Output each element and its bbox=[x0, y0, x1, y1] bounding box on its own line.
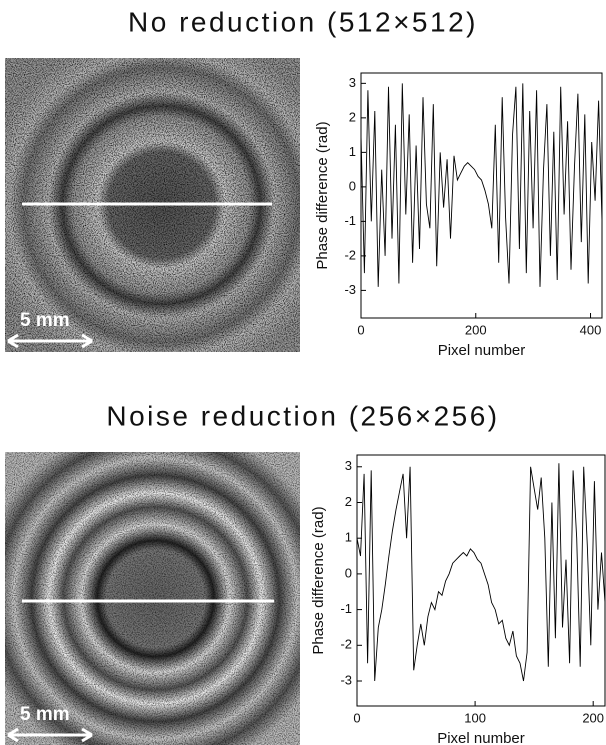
x-axis-label: Pixel number bbox=[438, 342, 526, 359]
y-tick-label: -3 bbox=[340, 672, 352, 687]
y-tick-label: 0 bbox=[349, 178, 356, 193]
y-tick-label: -1 bbox=[340, 601, 352, 616]
x-axis-label: Pixel number bbox=[437, 730, 525, 745]
plot-frame bbox=[360, 72, 603, 319]
phase-image: 5 mm bbox=[5, 58, 300, 352]
image-noise bbox=[5, 452, 300, 745]
scale-arrow bbox=[7, 333, 93, 349]
y-tick-label: -1 bbox=[344, 213, 356, 228]
y-tick-label: -3 bbox=[344, 282, 356, 297]
chart-title: No reduction (512×512) bbox=[128, 6, 478, 37]
y-tick-label: 1 bbox=[345, 530, 352, 545]
y-tick-label: 1 bbox=[349, 144, 356, 159]
y-tick-label: 2 bbox=[349, 109, 356, 124]
y-axis-label: Phase difference (rad) bbox=[314, 121, 331, 269]
y-tick-label: -2 bbox=[344, 247, 356, 262]
scale-arrow bbox=[7, 727, 93, 743]
x-tick-label: 200 bbox=[582, 710, 604, 725]
scale-label: 5 mm bbox=[20, 704, 70, 725]
y-tick-label: 3 bbox=[349, 75, 356, 90]
y-axis-label: Phase difference (rad) bbox=[310, 506, 327, 654]
x-tick-label: 200 bbox=[465, 322, 487, 337]
x-tick-label: 0 bbox=[357, 322, 364, 337]
scale-label: 5 mm bbox=[20, 310, 70, 331]
x-tick-label: 400 bbox=[580, 322, 602, 337]
y-tick-label: 2 bbox=[345, 494, 352, 509]
plot-frame bbox=[356, 454, 606, 707]
x-tick-label: 100 bbox=[464, 710, 486, 725]
y-tick-label: -2 bbox=[340, 637, 352, 652]
phase-image: 5 mm bbox=[5, 452, 300, 745]
x-tick-label: 0 bbox=[353, 710, 360, 725]
chart-title: Noise reduction (256×256) bbox=[106, 400, 499, 431]
y-tick-label: 3 bbox=[345, 458, 352, 473]
data-line bbox=[360, 83, 603, 287]
data-line bbox=[356, 463, 606, 682]
y-tick-label: 0 bbox=[345, 565, 352, 580]
